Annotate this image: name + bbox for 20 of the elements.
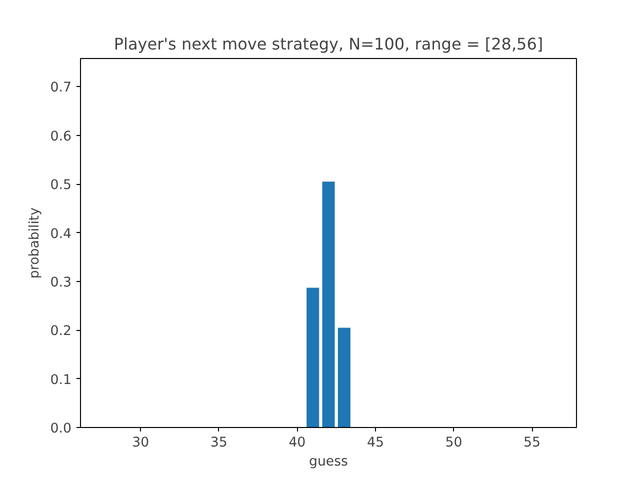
y-tick-label: 0.0 — [50, 422, 72, 436]
y-tick-label: 0.5 — [50, 178, 72, 194]
y-tick-label: 0.7 — [50, 80, 72, 96]
y-tick-label: 0.4 — [50, 226, 72, 242]
bar — [306, 288, 320, 428]
x-tick-label: 50 — [445, 436, 462, 450]
y-tick-label: 0.1 — [50, 372, 72, 388]
y-tick-label: 0.3 — [50, 275, 72, 290]
x-tick-label: 35 — [210, 436, 228, 450]
y-tick-label: 0.2 — [50, 324, 72, 340]
bar — [338, 328, 350, 428]
y-tick-label: 0.6 — [50, 129, 72, 144]
x-axis-title: guess — [309, 454, 348, 470]
bar — [322, 182, 335, 428]
x-tick-label: 55 — [524, 436, 541, 450]
chart-title: Player's next move strategy, N=100, range = [28,56] — [114, 34, 544, 54]
x-tick-label: 30 — [132, 436, 150, 450]
x-tick-label: 40 — [288, 436, 306, 450]
y-axis-title: probability — [27, 207, 42, 279]
x-tick-label: 45 — [366, 436, 384, 450]
